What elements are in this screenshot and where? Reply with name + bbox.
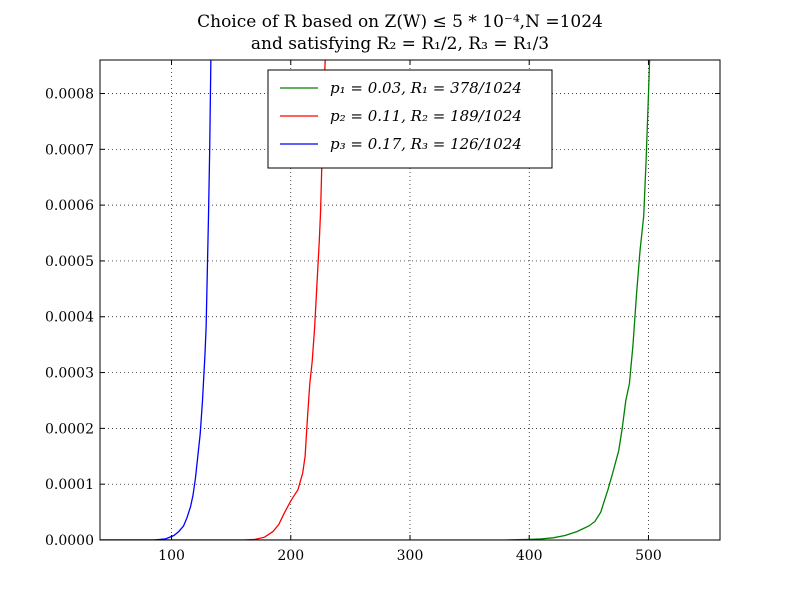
legend: p₁ = 0.03, R₁ = 378/1024 p₂ = 0.11, R₂ = … [267, 69, 553, 169]
x-tick-label: 300 [397, 548, 424, 564]
series-line [100, 60, 651, 540]
x-tick-label: 400 [516, 548, 543, 564]
y-tick-label: 0.0007 [45, 142, 94, 158]
series-line [100, 60, 326, 540]
y-tick-label: 0.0000 [45, 533, 94, 549]
y-tick-label: 0.0004 [45, 310, 94, 326]
y-tick-label: 0.0008 [45, 86, 94, 102]
y-tick-label: 0.0005 [45, 254, 94, 270]
legend-label: p₃ = 0.17, R₃ = 126/1024 [330, 135, 522, 153]
legend-label: p₁ = 0.03, R₁ = 378/1024 [330, 79, 522, 97]
y-tick-label: 0.0006 [45, 198, 94, 214]
x-tick-label: 200 [277, 548, 304, 564]
series-layer [100, 60, 651, 540]
x-tick-label: 500 [635, 548, 662, 564]
series-line [100, 60, 212, 540]
tick-layer: 100 200 300 400 500 0.0000 0.0001 0.0002 0.0003 0… [45, 60, 720, 564]
y-tick-label: 0.0002 [45, 421, 94, 437]
legend-label: p₂ = 0.11, R₂ = 189/1024 [330, 107, 522, 125]
y-tick-label: 0.0003 [45, 366, 94, 382]
legend-box [267, 69, 553, 169]
y-tick-label: 0.0001 [45, 477, 94, 493]
chart-subtitle: and satisfying R₂ = R₁/2, R₃ = R₁/3 [250, 34, 550, 54]
x-tick-label: 100 [158, 548, 185, 564]
chart-title: Choice of R based on Z(W) ≤ 5 * 10⁻⁴,N =… [197, 12, 603, 32]
